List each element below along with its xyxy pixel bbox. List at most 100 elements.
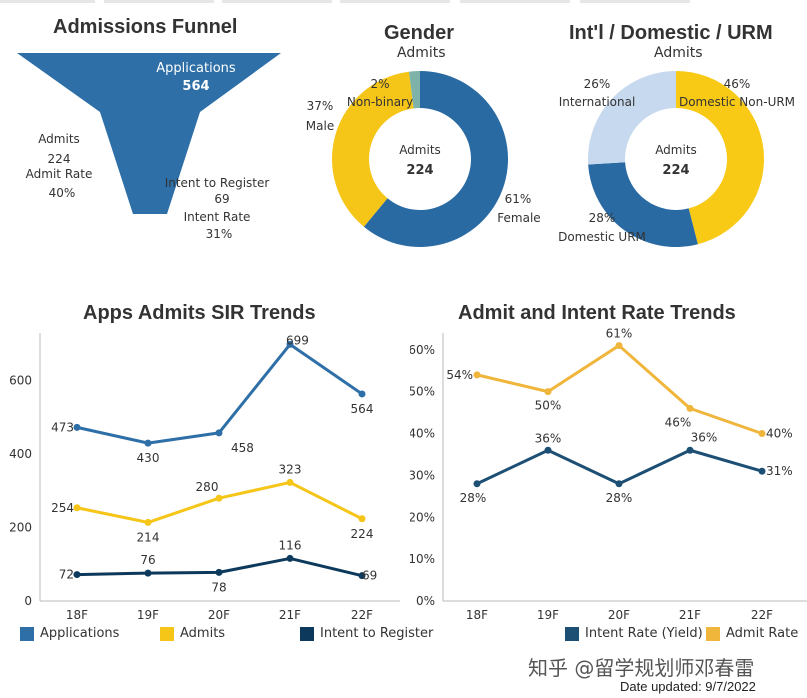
funnel-intent-value: 69	[214, 192, 229, 206]
y-tick-label: 40%	[410, 427, 435, 441]
data-label-admits: 214	[137, 530, 160, 544]
data-point-intent-to-register[interactable]	[358, 572, 366, 580]
series-line-admit-rate	[476, 344, 763, 435]
data-label-admits: 254	[51, 501, 74, 515]
slice-pct-domestic-non-urm: 46%	[724, 77, 751, 91]
x-tick-label: 22F	[351, 608, 373, 622]
data-point-admit-rate[interactable]	[615, 342, 623, 350]
slice-international[interactable]	[588, 71, 676, 165]
data-point-admits[interactable]	[286, 478, 294, 486]
donut-center-value: 224	[662, 163, 689, 178]
data-point-intent-to-register[interactable]	[286, 554, 294, 562]
x-tick-label: 20F	[608, 608, 630, 622]
data-point-intent-rate-yield[interactable]	[544, 446, 552, 454]
data-label-admit-rate: 40%	[766, 427, 793, 441]
legend-admit-rate: Admit Rate	[706, 626, 798, 641]
apps-trend-title: Apps Admits SIR Trends	[83, 302, 316, 324]
data-point-applications[interactable]	[73, 423, 81, 431]
data-label-intent-rate-yield: 31%	[766, 464, 793, 478]
data-point-intent-rate-yield[interactable]	[615, 480, 623, 488]
x-tick-label: 18F	[66, 608, 88, 622]
data-point-applications[interactable]	[286, 340, 294, 348]
funnel-intent-label: Intent to Register	[165, 176, 270, 190]
slice-name-non-binary: Non-binary	[347, 95, 413, 109]
slice-name-international: International	[559, 95, 636, 109]
data-label-intent-rate-yield: 36%	[691, 430, 718, 444]
data-label-applications: 699	[286, 333, 309, 347]
data-point-admit-rate[interactable]	[758, 430, 766, 437]
data-label-applications: 473	[51, 420, 74, 434]
data-point-intent-to-register[interactable]	[73, 571, 81, 579]
legend-admits-swatch	[160, 626, 174, 641]
data-point-admit-rate[interactable]	[686, 404, 694, 412]
slice-domestic-urm[interactable]	[588, 162, 698, 247]
y-tick-label: 0	[24, 594, 32, 608]
data-label-intent-to-register: 69	[362, 569, 377, 583]
rate-trend-title: Admit and Intent Rate Trends	[458, 302, 736, 324]
funnel-chart: Applications 564 Admits 224 Admit Rate 4…	[17, 53, 281, 241]
gender-title: Gender	[384, 22, 455, 44]
data-point-admits[interactable]	[73, 504, 81, 512]
legend-admit-rate-swatch	[706, 626, 720, 641]
slice-name-domestic-urm: Domestic URM	[558, 230, 646, 244]
data-point-intent-rate-yield[interactable]	[758, 467, 766, 475]
slice-pct-international: 26%	[584, 77, 611, 91]
data-label-admit-rate: 46%	[665, 415, 692, 429]
data-label-intent-rate-yield: 28%	[460, 491, 487, 505]
legend-applications: Applications	[20, 626, 119, 641]
data-label-applications: 458	[231, 441, 254, 455]
slice-pct-male: 37%	[307, 99, 334, 113]
slice-name-domestic-non-urm: Domestic Non-URM	[679, 95, 795, 109]
slice-male[interactable]	[332, 71, 414, 227]
slice-domestic-non-urm[interactable]	[676, 71, 765, 245]
data-point-intent-to-register[interactable]	[215, 568, 223, 576]
funnel-admit-rate-value: 40%	[49, 186, 76, 200]
x-tick-label: 21F	[279, 608, 301, 622]
y-tick-label: 200	[9, 521, 32, 535]
funnel-intent-rate-label: Intent Rate	[184, 210, 251, 224]
watermark: 知乎 @留学规划师邓春雷	[528, 656, 755, 680]
slice-non-binary[interactable]	[408, 71, 420, 109]
x-tick-label: 19F	[537, 608, 559, 622]
y-tick-label: 600	[9, 374, 32, 388]
data-label-applications: 564	[351, 402, 374, 416]
data-label-intent-to-register: 76	[140, 553, 155, 567]
data-label-admits: 224	[351, 527, 374, 541]
slice-pct-domestic-urm: 28%	[589, 211, 616, 225]
donut-center-value: 224	[406, 163, 433, 178]
legend-intent-rate-swatch	[565, 626, 579, 641]
slice-pct-non-binary: 2%	[370, 77, 389, 91]
funnel-admit-rate-label: Admit Rate	[26, 167, 93, 181]
data-point-applications[interactable]	[358, 390, 366, 398]
data-label-intent-to-register: 78	[211, 580, 226, 594]
data-point-admits[interactable]	[215, 494, 223, 502]
donut-center-label: Admits	[655, 143, 697, 157]
data-label-intent-to-register: 72	[59, 568, 74, 582]
data-label-intent-rate-yield: 36%	[535, 431, 562, 445]
data-label-applications: 430	[137, 451, 160, 465]
data-point-applications[interactable]	[144, 439, 152, 447]
data-point-admits[interactable]	[144, 518, 152, 526]
data-label-admit-rate: 54%	[446, 368, 473, 382]
y-tick-label: 30%	[410, 468, 435, 482]
data-point-admit-rate[interactable]	[473, 371, 481, 379]
legend-intent-to-register: Intent to Register	[300, 626, 433, 641]
legend-applications-swatch	[20, 626, 34, 641]
data-point-admit-rate[interactable]	[544, 388, 552, 396]
slice-name-male: Male	[306, 119, 334, 133]
data-point-admits[interactable]	[358, 515, 366, 523]
y-tick-label: 400	[9, 447, 32, 461]
data-point-applications[interactable]	[215, 429, 223, 437]
slice-name-female: Female	[497, 211, 540, 225]
series-line-admits	[76, 480, 363, 524]
data-point-intent-rate-yield[interactable]	[473, 480, 481, 488]
data-point-intent-to-register[interactable]	[144, 569, 152, 577]
data-label-intent-to-register: 116	[279, 538, 302, 552]
funnel-intent-rate-value: 31%	[206, 227, 233, 241]
slice-female[interactable]	[363, 71, 508, 248]
data-label-intent-rate-yield: 28%	[606, 491, 633, 505]
y-tick-label: 20%	[410, 510, 435, 524]
x-tick-label: 18F	[466, 608, 488, 622]
legend-intent-rate: Intent Rate (Yield)	[565, 626, 703, 641]
data-point-intent-rate-yield[interactable]	[686, 446, 694, 454]
